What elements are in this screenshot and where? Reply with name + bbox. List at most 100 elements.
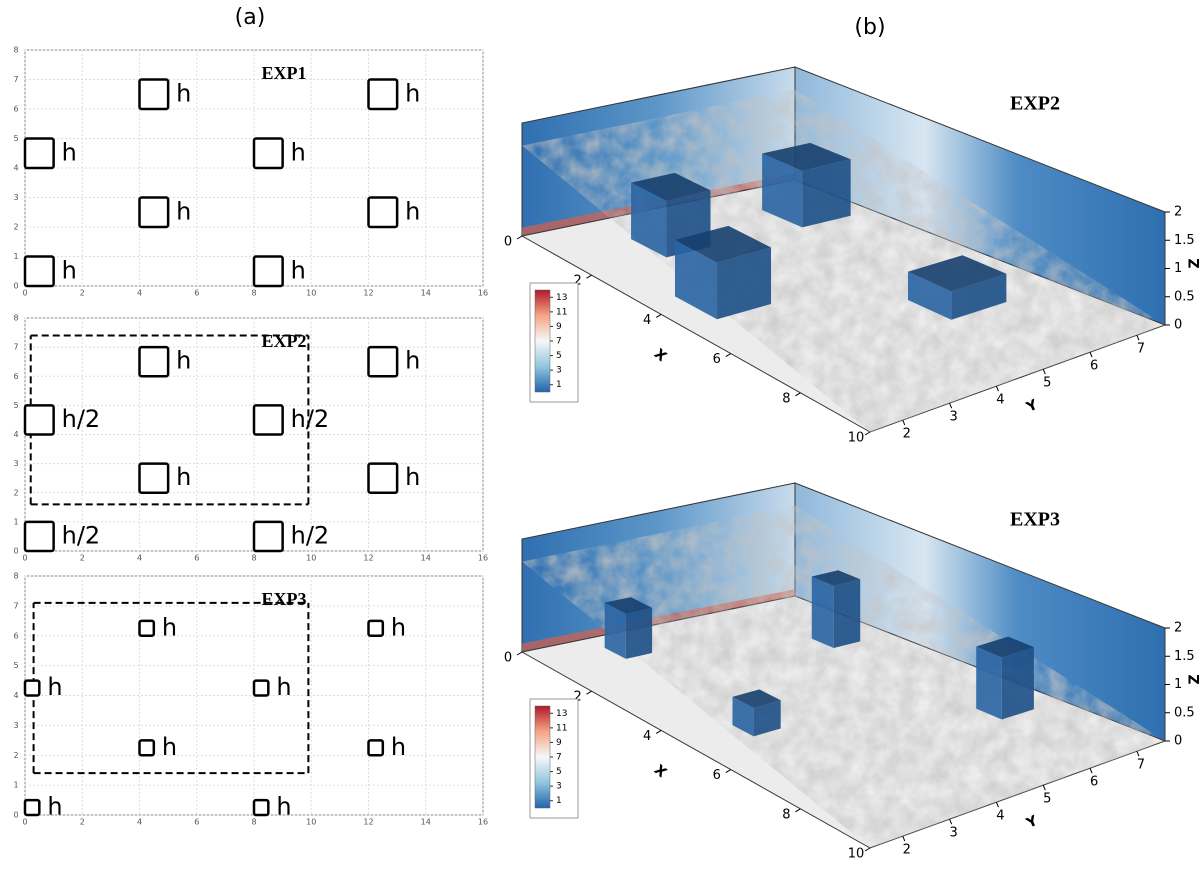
x-tick-label: 6 xyxy=(713,352,721,367)
y-tick xyxy=(996,802,998,807)
z-tick-label: 2 xyxy=(1174,205,1182,220)
x-tick xyxy=(795,393,800,396)
x-tick-label: 0 xyxy=(504,235,512,250)
building-label: h xyxy=(405,347,420,375)
x-tick xyxy=(517,236,522,239)
z-tick-label: 1.5 xyxy=(1174,649,1195,664)
colorbar-label: 7 xyxy=(556,753,562,763)
colorbar-label: 9 xyxy=(556,322,562,332)
x-tick-label: 8 xyxy=(251,554,256,563)
y-tick-label: 8 xyxy=(13,46,18,55)
y-tick-label: 1 xyxy=(13,252,18,261)
y-tick xyxy=(1090,352,1092,357)
y-tick-label: 0 xyxy=(13,282,18,291)
building-label: h xyxy=(47,793,62,821)
building xyxy=(25,522,54,551)
y-tick xyxy=(1043,369,1045,374)
x-tick-label: 4 xyxy=(643,729,651,744)
building xyxy=(25,405,54,434)
building-label: h xyxy=(291,256,306,284)
building-front xyxy=(812,577,834,648)
building-label: h xyxy=(391,613,406,641)
z-tick-label: 0 xyxy=(1174,318,1182,333)
y-tick-label: 7 xyxy=(1137,342,1145,357)
colorbar-label: 3 xyxy=(556,366,562,376)
colorbar-label: 5 xyxy=(556,351,562,361)
y-tick-label: 4 xyxy=(13,430,18,439)
z-tick-label: 0.5 xyxy=(1174,705,1195,720)
y-tick-label: 0 xyxy=(13,547,18,556)
y-axis-label: Y xyxy=(1023,813,1041,833)
building-label: h xyxy=(47,673,62,701)
building-label: h/2 xyxy=(62,521,101,549)
building xyxy=(369,464,398,493)
x-tick-label: 12 xyxy=(363,818,373,827)
plot-title: EXP3 xyxy=(262,589,307,609)
x-tick-label: 6 xyxy=(194,818,199,827)
building-label: h/2 xyxy=(291,521,330,549)
colorbar xyxy=(535,706,550,808)
y-tick-label: 1 xyxy=(13,517,18,526)
colorbar xyxy=(535,290,550,392)
building xyxy=(140,740,154,755)
x-tick xyxy=(656,314,661,317)
y-tick-label: 7 xyxy=(13,601,18,610)
z-tick-label: 1.5 xyxy=(1174,233,1195,248)
building-label: h xyxy=(405,197,420,225)
y-tick xyxy=(903,836,905,841)
y-tick-label: 7 xyxy=(13,343,18,352)
y-tick-label: 6 xyxy=(1090,359,1098,374)
building xyxy=(140,621,154,636)
x-tick xyxy=(726,770,731,773)
y-tick-label: 1 xyxy=(13,781,18,790)
building xyxy=(140,464,169,493)
x-tick xyxy=(587,275,592,278)
x-tick-label: 0 xyxy=(22,818,27,827)
x-tick-label: 8 xyxy=(782,807,790,822)
y-tick-label: 8 xyxy=(13,572,18,581)
building-label: h xyxy=(62,256,77,284)
z-tick-label: 1 xyxy=(1174,677,1182,692)
y-tick-label: 4 xyxy=(996,809,1004,824)
x-tick-label: 16 xyxy=(478,818,488,827)
y-tick-label: 5 xyxy=(1043,376,1051,391)
z-tick-label: 1 xyxy=(1174,261,1182,276)
y-tick-label: 5 xyxy=(13,661,18,670)
view-title: EXP2 xyxy=(1010,93,1060,115)
x-tick-label: 0 xyxy=(22,554,27,563)
y-tick-label: 6 xyxy=(1090,775,1098,790)
x-tick xyxy=(656,730,661,733)
building-side xyxy=(626,608,652,659)
y-tick-label: 7 xyxy=(1137,758,1145,773)
panel-label: (a) xyxy=(235,5,266,30)
x-tick-label: 10 xyxy=(848,431,865,446)
x-tick-label: 4 xyxy=(643,313,651,328)
y-tick xyxy=(903,420,905,425)
x-tick-label: 10 xyxy=(306,818,316,827)
x-axis-label: X xyxy=(651,762,670,781)
x-axis-label: X xyxy=(651,346,670,365)
building xyxy=(25,800,39,815)
z-axis-label: Z xyxy=(1187,674,1203,684)
building xyxy=(369,198,398,228)
building-label: h xyxy=(162,613,177,641)
building xyxy=(369,740,383,755)
y-tick-label: 2 xyxy=(13,488,18,497)
x-tick-label: 10 xyxy=(848,847,865,862)
building-label: h xyxy=(176,79,191,107)
building-label: h xyxy=(405,463,420,491)
building xyxy=(254,257,283,287)
y-tick-label: 5 xyxy=(1043,792,1051,807)
building-front xyxy=(976,646,1002,719)
plot-title: EXP1 xyxy=(262,63,307,83)
y-tick-label: 3 xyxy=(13,459,18,468)
y-tick-label: 3 xyxy=(949,826,957,841)
building-label: h xyxy=(405,79,420,107)
y-tick xyxy=(1137,335,1139,340)
x-tick-label: 14 xyxy=(421,818,431,827)
building-label: h xyxy=(162,733,177,761)
y-tick-label: 4 xyxy=(996,393,1004,408)
building xyxy=(369,80,398,110)
building xyxy=(254,522,283,551)
x-tick-label: 2 xyxy=(80,818,85,827)
